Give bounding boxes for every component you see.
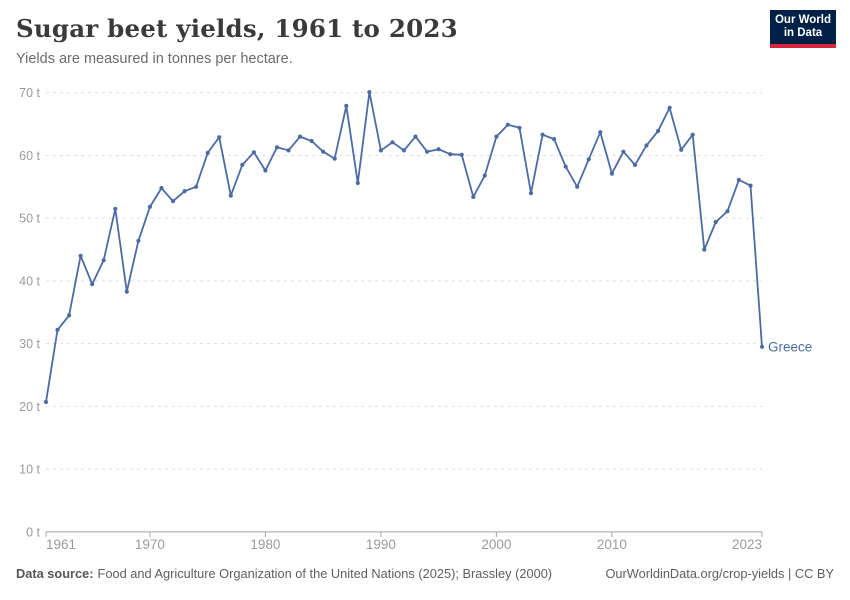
- data-point[interactable]: [390, 140, 395, 145]
- x-tick-label: 1980: [250, 537, 280, 552]
- y-tick-label: 40 t: [19, 274, 40, 288]
- data-point[interactable]: [713, 219, 718, 225]
- data-point[interactable]: [702, 247, 707, 252]
- data-point[interactable]: [759, 344, 765, 349]
- data-point[interactable]: [528, 191, 534, 196]
- data-point[interactable]: [505, 122, 510, 127]
- data-point[interactable]: [274, 145, 280, 150]
- data-point[interactable]: [621, 149, 626, 154]
- data-point[interactable]: [170, 199, 176, 204]
- data-point[interactable]: [413, 134, 418, 139]
- data-point[interactable]: [471, 194, 476, 199]
- data-point[interactable]: [609, 171, 615, 176]
- data-point[interactable]: [494, 134, 499, 139]
- data-point[interactable]: [459, 152, 464, 157]
- x-tick-label: 2000: [481, 537, 511, 552]
- y-tick-label: 30 t: [19, 337, 40, 351]
- y-tick-label: 50 t: [19, 212, 40, 226]
- x-tick-label: 1990: [366, 537, 396, 552]
- data-point[interactable]: [748, 183, 753, 188]
- data-point[interactable]: [217, 135, 222, 140]
- entity-label: Greece: [768, 339, 812, 354]
- data-point[interactable]: [43, 399, 49, 405]
- data-point[interactable]: [182, 189, 187, 194]
- data-point[interactable]: [632, 162, 638, 167]
- data-point[interactable]: [355, 180, 360, 186]
- data-point[interactable]: [367, 90, 372, 95]
- data-point[interactable]: [552, 137, 557, 142]
- data-point[interactable]: [113, 206, 118, 211]
- data-point[interactable]: [563, 164, 568, 169]
- data-point[interactable]: [540, 132, 545, 137]
- page-title: Sugar beet yields, 1961 to 2023: [16, 14, 458, 43]
- data-point[interactable]: [321, 149, 326, 154]
- series-line: [45, 91, 763, 403]
- data-point[interactable]: [286, 148, 291, 153]
- data-point[interactable]: [586, 157, 591, 162]
- data-point[interactable]: [344, 103, 349, 108]
- data-point[interactable]: [78, 253, 83, 258]
- data-point[interactable]: [667, 105, 672, 110]
- data-point[interactable]: [725, 209, 730, 214]
- data-point[interactable]: [679, 147, 684, 152]
- x-tick-label: 2023: [732, 537, 762, 552]
- data-point[interactable]: [690, 132, 695, 137]
- y-tick-label: 70 t: [19, 86, 40, 100]
- x-tick-label: 1961: [46, 537, 76, 552]
- data-point[interactable]: [90, 282, 95, 287]
- x-tick-label: 2010: [597, 537, 627, 552]
- data-point[interactable]: [448, 152, 453, 157]
- data-point[interactable]: [482, 173, 487, 178]
- data-point[interactable]: [147, 204, 152, 209]
- data-point[interactable]: [575, 184, 580, 189]
- data-point[interactable]: [228, 193, 233, 198]
- data-point[interactable]: [401, 148, 407, 153]
- data-point[interactable]: [517, 125, 522, 130]
- owid-logo[interactable]: Our World in Data: [770, 10, 836, 48]
- data-point[interactable]: [263, 168, 268, 173]
- data-point[interactable]: [55, 327, 60, 332]
- y-tick-label: 60 t: [19, 149, 40, 163]
- data-point[interactable]: [101, 258, 106, 263]
- data-point[interactable]: [194, 184, 199, 189]
- data-point[interactable]: [309, 138, 314, 144]
- footer-link[interactable]: OurWorldinData.org/crop-yields | CC BY: [605, 566, 834, 581]
- data-point[interactable]: [425, 149, 430, 154]
- data-point[interactable]: [240, 162, 245, 167]
- y-tick-label: 20 t: [19, 400, 40, 414]
- data-source-label: Data source:: [16, 566, 94, 581]
- data-point[interactable]: [67, 313, 72, 318]
- owid-logo-line1: Our World: [774, 14, 831, 26]
- data-point[interactable]: [136, 238, 141, 243]
- owid-logo-line2: in Data: [783, 27, 823, 39]
- data-source-text: Data source: Food and Agriculture Organiz…: [16, 566, 553, 581]
- y-tick-label: 10 t: [19, 463, 40, 477]
- data-point[interactable]: [205, 150, 210, 155]
- data-point[interactable]: [436, 147, 441, 152]
- data-point[interactable]: [251, 150, 256, 155]
- chart-footer: Data source: Food and Agriculture Organiz…: [16, 566, 834, 581]
- data-point[interactable]: [159, 186, 164, 191]
- y-tick-label: 0 t: [26, 525, 40, 539]
- data-point[interactable]: [656, 128, 661, 134]
- data-point[interactable]: [736, 177, 742, 182]
- data-point[interactable]: [598, 130, 603, 135]
- data-point[interactable]: [644, 143, 649, 148]
- data-point[interactable]: [298, 134, 303, 139]
- x-tick-label: 1970: [135, 537, 165, 552]
- page-subtitle: Yields are measured in tonnes per hectar…: [16, 51, 293, 67]
- data-point[interactable]: [332, 156, 337, 161]
- data-point[interactable]: [124, 289, 129, 294]
- data-point[interactable]: [378, 148, 383, 153]
